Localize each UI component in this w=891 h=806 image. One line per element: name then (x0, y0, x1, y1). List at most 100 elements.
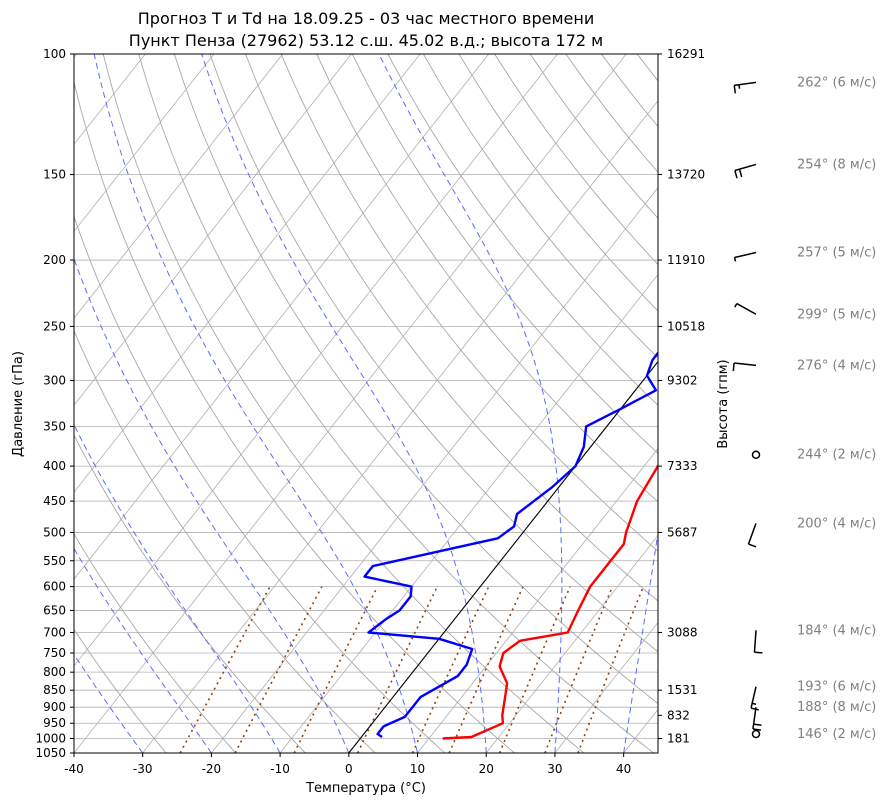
height-tick-label: 832 (667, 708, 690, 722)
chart-title-line1: Прогноз T и Td на 18.09.25 - 03 час мест… (138, 9, 594, 28)
height-tick-label: 16291 (667, 47, 705, 61)
dry-adiabat (74, 80, 515, 753)
moist-adiabat (623, 529, 658, 753)
y-tick-label: 750 (43, 646, 66, 660)
height-axis-label: Высота (гпм) (716, 359, 731, 448)
mixing-ratio-line (356, 586, 438, 753)
wind-barb (753, 630, 763, 654)
height-tick-label: 13720 (667, 168, 705, 182)
height-tick-label: 9302 (667, 374, 698, 388)
barb-staff (752, 707, 757, 730)
wind-barb (733, 81, 757, 94)
chart-series (363, 351, 658, 740)
wind-label: 193° (6 м/с) (797, 680, 876, 695)
dry-adiabat (423, 54, 658, 359)
barb-flag (732, 362, 735, 372)
moist-adiabat (74, 547, 212, 753)
x-tick-label: 0 (345, 762, 353, 776)
isotherm-line (74, 54, 627, 753)
wind-barb (750, 686, 760, 711)
wind-barb (734, 163, 757, 179)
y-tick-label: 850 (43, 683, 66, 697)
wind-barb (751, 450, 761, 459)
y-tick-label: 700 (43, 625, 66, 639)
dewpoint-line (363, 351, 658, 738)
wind-barb (751, 729, 761, 739)
wind-barbs: 262° (6 м/с) 254° (8 м/с) 257° (5 м/с) 299°… (732, 75, 876, 742)
barb-flag (750, 707, 760, 711)
barb-staff (753, 630, 757, 653)
x-tick-label: -30 (133, 762, 153, 776)
chart-title-line2: Пункт Пенза (27962) 53.12 с.ш. 45.02 в.д… (129, 31, 603, 50)
mixing-ratio-line (234, 586, 323, 753)
isotherm-line (142, 100, 658, 753)
isotherm-line (0, 54, 8, 753)
barb-flag (753, 723, 762, 727)
wind-label: 146° (2 м/с) (797, 727, 876, 742)
barb-flag (733, 257, 737, 262)
wind-label: 257° (5 м/с) (797, 246, 876, 261)
y-tick-label: 350 (43, 419, 66, 433)
isotherm-line (74, 54, 558, 667)
barb-staff (734, 362, 757, 367)
dry-adiabat (138, 54, 655, 753)
y-tick-label: 500 (43, 525, 66, 539)
barb-staff (734, 163, 757, 172)
calm-circle (751, 729, 761, 739)
barb-flag (754, 651, 763, 654)
isotherm-line (554, 621, 658, 753)
height-tick-label: 181 (667, 731, 690, 745)
dry-adiabat (74, 532, 237, 753)
mixing-ratio-line (448, 586, 524, 753)
x-tick-label: 20 (479, 762, 494, 776)
mixing-ratio-line (293, 586, 379, 753)
barb-staff (734, 81, 757, 87)
isotherm-line (74, 54, 490, 580)
mixing-ratio-line (179, 586, 271, 753)
plot-frame (73, 53, 659, 754)
barb-staff (736, 302, 757, 315)
y-tick-label: 900 (43, 700, 66, 714)
mixing-ratio-line (577, 586, 645, 753)
wind-barb (732, 362, 757, 372)
dry-adiabat (74, 329, 376, 753)
mixing-ratio-line (411, 586, 490, 753)
y-tick-label: 450 (43, 494, 66, 508)
isotherm-line (74, 54, 421, 493)
isotherm-line (74, 54, 284, 319)
y-tick-label: 1000 (35, 731, 66, 745)
y-tick-label: 1050 (35, 746, 66, 760)
y-tick-label: 250 (43, 319, 66, 333)
y-tick-label: 400 (43, 459, 66, 473)
dry-adiabat (74, 628, 167, 753)
barb-flag (734, 170, 738, 179)
temperature-line (442, 463, 658, 740)
wind-label: 299° (5 м/с) (797, 307, 876, 322)
wind-label: 244° (2 м/с) (797, 448, 876, 463)
moist-adiabat (93, 54, 418, 753)
isotherm-line (74, 54, 352, 406)
y-tick-label: 550 (43, 554, 66, 568)
y-axis-label: Давление (гПа) (11, 351, 26, 457)
moist-adiabat (74, 423, 281, 753)
y-tick-label: 800 (43, 665, 66, 679)
barb-staff (750, 686, 757, 709)
dry-adiabat (280, 54, 658, 552)
barb-flag (734, 303, 738, 308)
isotherm-line (74, 54, 215, 232)
height-tick-label: 7333 (667, 459, 698, 473)
moist-adiabat (378, 54, 563, 753)
height-tick-label: 1531 (667, 683, 698, 697)
wind-barb (734, 302, 757, 315)
wind-barb (747, 523, 757, 548)
isotherm-line (417, 447, 658, 753)
wind-label: 188° (8 м/с) (797, 700, 876, 715)
y-tick-label: 300 (43, 374, 66, 388)
wind-label: 276° (4 м/с) (797, 358, 876, 373)
x-tick-label: 40 (616, 762, 631, 776)
x-tick-label: 10 (410, 762, 425, 776)
barb-flag (748, 543, 757, 548)
barb-flag (738, 84, 741, 89)
y-tick-label: 650 (43, 603, 66, 617)
